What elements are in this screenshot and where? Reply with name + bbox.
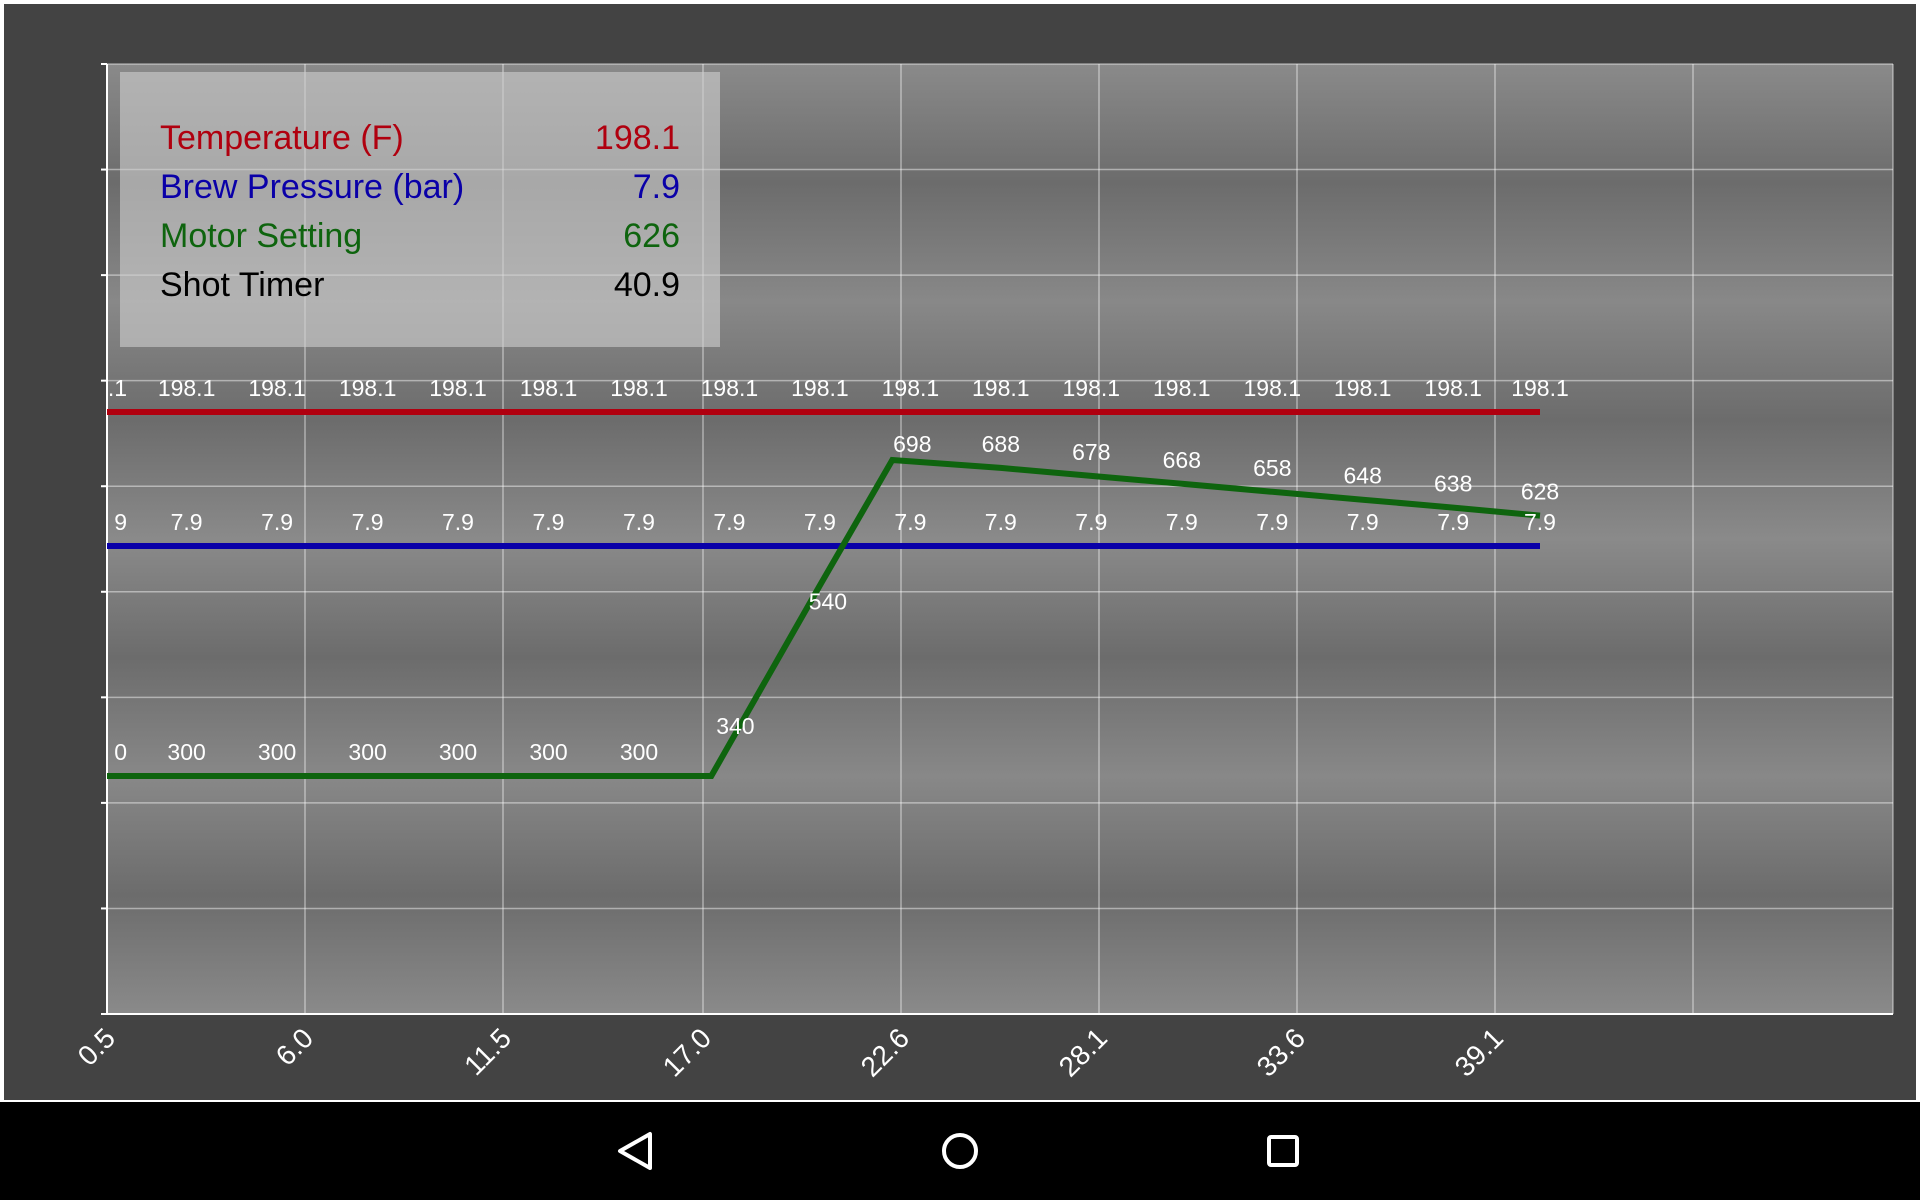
legend-panel: Temperature (F) 198.1 Brew Pressure (bar… [120, 72, 720, 347]
data-label-temperature-2: 198.1 [248, 375, 306, 401]
data-label-temperature-1: 198.1 [158, 375, 216, 401]
data-label-temperature-6: 198.1 [610, 375, 668, 401]
data-labels: .1 198.1 198.1 198.1 198.1 198.1 198.1 198.1 198… [108, 375, 1569, 765]
series-lines [107, 409, 1541, 779]
data-label-pressure-15: 7.9 [1437, 509, 1469, 535]
data-label-pressure-12: 7.9 [1166, 509, 1198, 535]
x-tick-label-7: 39.1 [1449, 1022, 1509, 1082]
data-label-pressure-2: 7.9 [261, 509, 293, 535]
x-axis-ticks: 0.5 6.0 11.5 17.0 22.6 28.1 33.6 39.1 [72, 1022, 1509, 1082]
data-label-motor-12: 678 [1072, 439, 1110, 465]
data-label-temperature-16: 198.1 [1511, 375, 1569, 401]
x-tick-label-1: 6.0 [270, 1022, 319, 1071]
data-label-pressure-9: 7.9 [894, 509, 926, 535]
data-label-motor-1: 300 [167, 739, 205, 765]
data-label-temperature-12: 198.1 [1153, 375, 1211, 401]
data-label-pressure-13: 7.9 [1256, 509, 1288, 535]
data-label-pressure-3: 7.9 [352, 509, 384, 535]
legend-value-temperature: 198.1 [594, 119, 680, 157]
data-label-temperature-3: 198.1 [339, 375, 397, 401]
data-label-temperature-11: 198.1 [1063, 375, 1121, 401]
legend-label-motor: Motor Setting [160, 217, 363, 255]
x-tick-label-2: 11.5 [458, 1022, 517, 1081]
data-label-temperature-8: 198.1 [791, 375, 849, 401]
data-label-motor-15: 648 [1344, 463, 1382, 489]
data-label-motor-3: 300 [348, 739, 386, 765]
data-label-pressure-8: 7.9 [804, 509, 836, 535]
data-label-temperature-7: 198.1 [701, 375, 759, 401]
legend-value-pressure: 7.9 [632, 168, 680, 206]
data-label-pressure-14: 7.9 [1347, 509, 1379, 535]
x-tick-label-0: 0.5 [72, 1022, 121, 1071]
legend-row-timer: Shot Timer 40.9 [160, 265, 680, 305]
navigation-bar [0, 1102, 1920, 1200]
legend-label-pressure: Brew Pressure (bar) [160, 168, 465, 206]
back-icon[interactable] [600, 1116, 670, 1186]
data-label-motor-8: 340 [716, 713, 754, 739]
data-label-temperature-5: 198.1 [520, 375, 578, 401]
data-label-motor-13: 668 [1163, 447, 1201, 473]
legend-row-motor: Motor Setting 626 [160, 216, 680, 256]
data-label-motor-10: 698 [893, 431, 931, 457]
data-label-temperature-9: 198.1 [882, 375, 940, 401]
data-label-temperature-4: 198.1 [429, 375, 487, 401]
grid-lines [101, 63, 1894, 1015]
legend-label-timer: Shot Timer [160, 266, 325, 304]
data-label-motor-9: 540 [809, 588, 847, 614]
data-label-temperature-15: 198.1 [1424, 375, 1482, 401]
data-label-motor-2: 300 [258, 739, 296, 765]
app-frame: .1 198.1 198.1 198.1 198.1 198.1 198.1 198.1 198… [0, 0, 1920, 1102]
home-icon[interactable] [925, 1116, 995, 1186]
legend-row-temperature: Temperature (F) 198.1 [160, 118, 680, 158]
data-label-motor-11: 688 [982, 431, 1020, 457]
x-tick-label-5: 28.1 [1053, 1022, 1113, 1082]
data-label-motor-14: 658 [1253, 455, 1291, 481]
series-line-motor [107, 456, 1541, 779]
recents-icon[interactable] [1248, 1116, 1318, 1186]
legend-value-timer: 40.9 [613, 266, 680, 304]
data-label-motor-6: 300 [620, 739, 658, 765]
data-label-temperature-13: 198.1 [1244, 375, 1302, 401]
x-tick-label-3: 17.0 [657, 1022, 717, 1082]
data-label-motor-17: 628 [1521, 479, 1559, 505]
legend-row-pressure: Brew Pressure (bar) 7.9 [160, 167, 680, 207]
data-label-pressure-7: 7.9 [713, 509, 745, 535]
data-label-pressure-5: 7.9 [533, 509, 565, 535]
data-label-pressure-4: 7.9 [442, 509, 474, 535]
data-label-motor-5: 300 [529, 739, 567, 765]
data-label-motor-0: 0 [114, 739, 127, 765]
legend-value-motor: 626 [623, 217, 680, 255]
data-label-pressure-1: 7.9 [171, 509, 203, 535]
data-label-pressure-16: 7.9 [1524, 509, 1556, 535]
data-label-motor-4: 300 [439, 739, 477, 765]
x-tick-label-4: 22.6 [855, 1022, 915, 1082]
data-label-pressure-10: 7.9 [985, 509, 1017, 535]
data-label-temperature-14: 198.1 [1334, 375, 1392, 401]
data-label-temperature-0: .1 [108, 375, 127, 401]
x-tick-label-6: 33.6 [1251, 1022, 1311, 1082]
data-label-motor-16: 638 [1434, 471, 1472, 497]
legend-label-temperature: Temperature (F) [160, 119, 404, 157]
data-label-pressure-0: 9 [114, 509, 127, 535]
data-label-pressure-11: 7.9 [1075, 509, 1107, 535]
data-label-pressure-6: 7.9 [623, 509, 655, 535]
data-label-temperature-10: 198.1 [972, 375, 1030, 401]
